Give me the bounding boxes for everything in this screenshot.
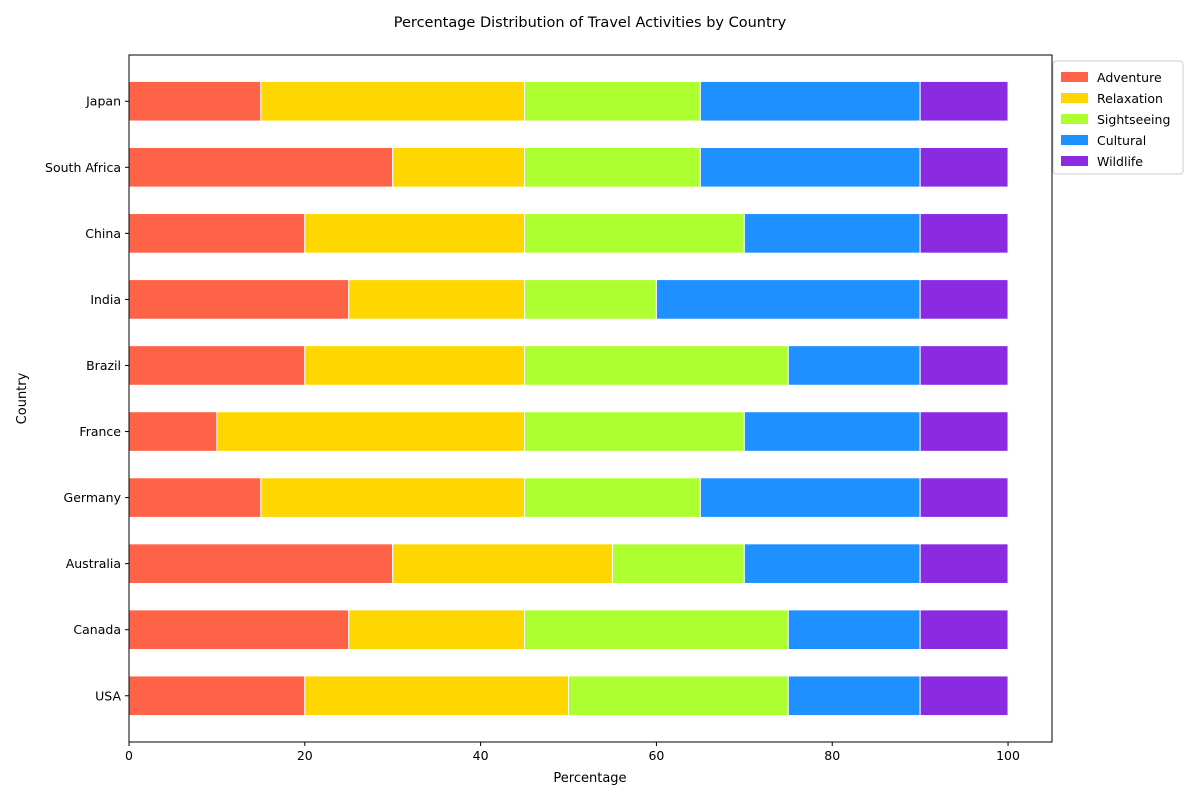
- bar-relaxation-brazil: [304, 345, 526, 386]
- bar-adventure-canada: [128, 609, 350, 651]
- y-tick-label: Canada: [73, 622, 121, 637]
- bar-sightseeing-china: [524, 213, 745, 254]
- bar-relaxation-france: [216, 411, 526, 452]
- bar-relaxation-canada: [348, 609, 526, 651]
- legend: Adventure Relaxation Sightseeing Cultural Wi…: [1052, 60, 1184, 175]
- y-tick-label: South Africa: [45, 160, 121, 175]
- bar-cultural-australia: [743, 543, 921, 584]
- y-tick-label: Japan: [85, 94, 121, 109]
- y-tick-label: Brazil: [86, 358, 121, 373]
- bar-sightseeing-brazil: [524, 345, 789, 386]
- y-tick-label: USA: [95, 688, 121, 703]
- bar-cultural-usa: [787, 675, 921, 717]
- bar-sightseeing-india: [524, 279, 657, 320]
- bar-wildlife-india: [919, 279, 1009, 320]
- bar-sightseeing-france: [524, 411, 745, 452]
- plot-frame: [128, 54, 1053, 743]
- bar-wildlife-south-africa: [919, 146, 1009, 188]
- legend-swatch-wildlife: [1061, 156, 1088, 166]
- legend-frame: [1052, 60, 1184, 175]
- bars-layer: [128, 80, 1009, 717]
- bar-adventure-brazil: [128, 345, 306, 386]
- x-tick-label: 80: [824, 748, 840, 763]
- bar-cultural-south-africa: [699, 146, 921, 188]
- x-axis: 0 20 40 60 80 100: [125, 742, 1020, 763]
- bar-wildlife-japan: [919, 80, 1009, 122]
- bar-relaxation-japan: [260, 80, 526, 122]
- bar-sightseeing-germany: [524, 477, 701, 518]
- bar-wildlife-germany: [919, 477, 1009, 518]
- bar-wildlife-china: [919, 213, 1009, 254]
- y-tick-label: Australia: [66, 556, 121, 571]
- bar-cultural-japan: [699, 80, 921, 122]
- legend-swatch-adventure: [1061, 72, 1088, 82]
- bar-sightseeing-usa: [568, 675, 789, 717]
- chart-title: Percentage Distribution of Travel Activi…: [394, 15, 787, 31]
- x-axis-label: Percentage: [553, 771, 626, 786]
- bar-cultural-canada: [787, 609, 921, 651]
- bar-relaxation-usa: [304, 675, 570, 717]
- y-tick-label: India: [90, 292, 121, 307]
- legend-label-relaxation: Relaxation: [1097, 91, 1163, 106]
- bar-sightseeing-australia: [611, 543, 745, 584]
- bar-adventure-japan: [128, 80, 262, 122]
- legend-label-sightseeing: Sightseeing: [1097, 112, 1170, 127]
- bar-cultural-brazil: [787, 345, 921, 386]
- bar-wildlife-france: [919, 411, 1009, 452]
- bar-adventure-france: [128, 411, 218, 452]
- bar-relaxation-south-africa: [392, 146, 526, 188]
- bar-relaxation-australia: [392, 543, 613, 584]
- legend-label-wildlife: Wildlife: [1097, 154, 1143, 169]
- bar-wildlife-australia: [919, 543, 1009, 584]
- bar-relaxation-india: [348, 279, 526, 320]
- bar-cultural-china: [743, 213, 921, 254]
- y-axis: USA Canada Australia Germany France Brazil Ind…: [45, 94, 129, 703]
- bar-wildlife-usa: [919, 675, 1009, 717]
- legend-label-cultural: Cultural: [1097, 133, 1146, 148]
- bar-adventure-south-africa: [128, 146, 394, 188]
- bar-cultural-germany: [699, 477, 921, 518]
- legend-swatch-relaxation: [1061, 93, 1088, 103]
- bar-sightseeing-japan: [524, 80, 701, 122]
- x-tick-label: 60: [648, 748, 664, 763]
- x-tick-label: 100: [996, 748, 1020, 763]
- bar-wildlife-canada: [919, 609, 1009, 651]
- x-tick-label: 20: [297, 748, 313, 763]
- bar-adventure-china: [128, 213, 306, 254]
- bar-adventure-india: [128, 279, 350, 320]
- x-tick-label: 40: [473, 748, 489, 763]
- legend-swatch-cultural: [1061, 135, 1088, 145]
- bar-relaxation-germany: [260, 477, 526, 518]
- bar-adventure-usa: [128, 675, 306, 717]
- bar-sightseeing-canada: [524, 609, 789, 651]
- bar-cultural-france: [743, 411, 921, 452]
- bar-cultural-india: [655, 279, 921, 320]
- x-tick-label: 0: [125, 748, 133, 763]
- y-axis-label: Country: [15, 372, 30, 424]
- bar-relaxation-china: [304, 213, 526, 254]
- legend-label-adventure: Adventure: [1097, 70, 1162, 85]
- bar-sightseeing-south-africa: [524, 146, 701, 188]
- y-tick-label: France: [79, 424, 121, 439]
- bar-adventure-australia: [128, 543, 394, 584]
- bar-adventure-germany: [128, 477, 262, 518]
- y-tick-label: Germany: [64, 490, 122, 505]
- bar-wildlife-brazil: [919, 345, 1009, 386]
- y-tick-label: China: [85, 226, 121, 241]
- legend-swatch-sightseeing: [1061, 114, 1088, 124]
